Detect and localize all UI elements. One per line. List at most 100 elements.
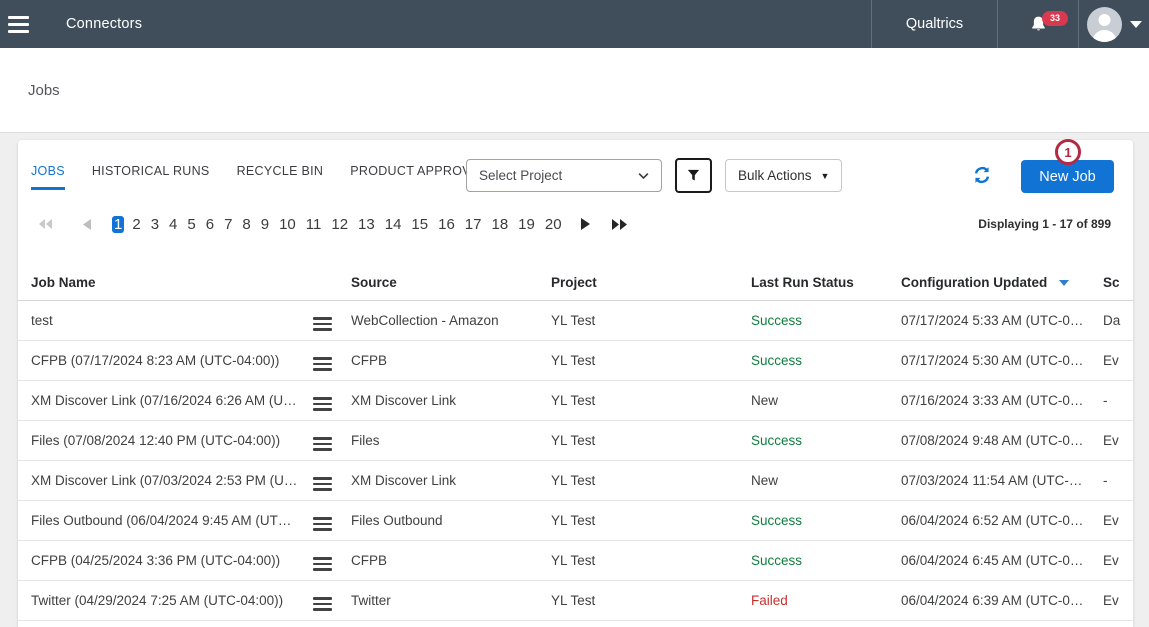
- menu-icon: [311, 554, 334, 574]
- row-menu-button[interactable]: [311, 308, 351, 334]
- filter-button[interactable]: [675, 158, 712, 193]
- job-source: WebCollection - Amazon: [351, 313, 551, 328]
- app-title: Connectors: [66, 16, 142, 32]
- job-project: YL Test: [551, 593, 751, 608]
- table-row[interactable]: Files Outbound (06/04/2024 9:45 AM (UT… …: [18, 501, 1133, 541]
- job-schedule: -: [1103, 393, 1133, 408]
- tab-jobs[interactable]: JOBS: [31, 164, 65, 190]
- table-row[interactable]: Files (07/08/2024 12:40 PM (UTC-04:00)) …: [18, 421, 1133, 461]
- row-menu-button[interactable]: [311, 548, 351, 574]
- column-header-configuration-updated[interactable]: Configuration Updated: [901, 275, 1103, 290]
- job-schedule: Ev: [1103, 513, 1133, 528]
- jobs-card: JOBSHISTORICAL RUNSRECYCLE BINPRODUCT AP…: [18, 140, 1133, 627]
- job-name: Twitter (04/29/2024 7:25 AM (UTC-04:00)): [31, 593, 311, 608]
- pagination-page-7[interactable]: 7: [222, 216, 234, 233]
- notifications-button[interactable]: 33: [997, 0, 1078, 48]
- pagination-page-13[interactable]: 13: [356, 216, 377, 233]
- pagination-prev-button[interactable]: [79, 215, 95, 234]
- pagination-page-2[interactable]: 2: [130, 216, 142, 233]
- job-source: CFPB: [351, 553, 551, 568]
- job-last-run-status: Success: [751, 433, 901, 448]
- table-row[interactable]: XM Discover Link (07/16/2024 6:26 AM (U……: [18, 381, 1133, 421]
- menu-icon: [311, 514, 334, 534]
- job-name: XM Discover Link (07/03/2024 2:53 PM (U…: [31, 473, 311, 488]
- project-select[interactable]: Select Project: [466, 159, 662, 192]
- pagination-page-11[interactable]: 11: [304, 216, 324, 233]
- table-row[interactable]: CFPB (07/17/2024 8:23 AM (UTC-04:00)) CF…: [18, 341, 1133, 381]
- caret-down-icon: ▼: [821, 171, 830, 181]
- table-row[interactable]: XM Discover Link (07/03/2024 2:53 PM (U……: [18, 461, 1133, 501]
- job-schedule: Ev: [1103, 593, 1133, 608]
- pagination-page-20[interactable]: 20: [543, 216, 564, 233]
- job-name: Files (07/08/2024 12:40 PM (UTC-04:00)): [31, 433, 311, 448]
- refresh-button[interactable]: [973, 166, 991, 184]
- pagination: 1234567891011121314151617181920 Displayi…: [18, 209, 1133, 239]
- job-source: Twitter: [351, 593, 551, 608]
- hamburger-menu-icon[interactable]: [0, 0, 48, 48]
- chevron-down-icon: [1130, 21, 1142, 28]
- row-menu-button[interactable]: [311, 388, 351, 414]
- bulk-actions-label: Bulk Actions: [738, 168, 812, 183]
- column-header-project[interactable]: Project: [551, 275, 751, 290]
- pagination-page-8[interactable]: 8: [240, 216, 252, 233]
- pagination-page-6[interactable]: 6: [204, 216, 216, 233]
- pagination-page-12[interactable]: 12: [329, 216, 350, 233]
- table-row[interactable]: test WebCollection - Amazon YL Test Succ…: [18, 301, 1133, 341]
- job-configuration-updated: 06/04/2024 6:52 AM (UTC-0…: [901, 513, 1103, 528]
- pagination-first-button[interactable]: [35, 215, 57, 233]
- row-menu-button[interactable]: [311, 508, 351, 534]
- row-menu-button[interactable]: [311, 588, 351, 614]
- pagination-page-17[interactable]: 17: [463, 216, 484, 233]
- brand-menu[interactable]: Qualtrics: [871, 0, 997, 48]
- job-project: YL Test: [551, 313, 751, 328]
- funnel-icon: [685, 167, 702, 184]
- row-menu-button[interactable]: [311, 428, 351, 454]
- row-menu-button[interactable]: [311, 348, 351, 374]
- menu-icon: [311, 594, 334, 614]
- avatar: [1087, 7, 1122, 42]
- table-body: test WebCollection - Amazon YL Test Succ…: [18, 301, 1133, 621]
- job-name: CFPB (07/17/2024 8:23 AM (UTC-04:00)): [31, 353, 311, 368]
- tab-historical-runs[interactable]: HISTORICAL RUNS: [92, 164, 210, 190]
- pagination-page-4[interactable]: 4: [167, 216, 179, 233]
- tab-recycle-bin[interactable]: RECYCLE BIN: [237, 164, 324, 190]
- job-configuration-updated: 06/04/2024 6:39 AM (UTC-0…: [901, 593, 1103, 608]
- job-schedule: Ev: [1103, 553, 1133, 568]
- row-menu-button[interactable]: [311, 468, 351, 494]
- table-row[interactable]: Twitter (04/29/2024 7:25 AM (UTC-04:00))…: [18, 581, 1133, 621]
- pagination-next-button[interactable]: [577, 214, 594, 234]
- job-configuration-updated: 07/03/2024 11:54 AM (UTC-…: [901, 473, 1103, 488]
- bulk-actions-button[interactable]: Bulk Actions ▼: [725, 159, 842, 192]
- pagination-page-5[interactable]: 5: [185, 216, 197, 233]
- column-header-last-run-status[interactable]: Last Run Status: [751, 275, 901, 290]
- job-schedule: Ev: [1103, 433, 1133, 448]
- chevron-down-icon: [636, 168, 651, 183]
- pagination-page-19[interactable]: 19: [516, 216, 537, 233]
- job-configuration-updated: 07/08/2024 9:48 AM (UTC-0…: [901, 433, 1103, 448]
- job-source: XM Discover Link: [351, 393, 551, 408]
- menu-icon: [311, 314, 334, 334]
- pagination-page-1[interactable]: 1: [112, 216, 124, 233]
- pagination-page-3[interactable]: 3: [149, 216, 161, 233]
- user-menu[interactable]: [1078, 0, 1149, 48]
- pagination-page-18[interactable]: 18: [489, 216, 510, 233]
- job-project: YL Test: [551, 553, 751, 568]
- pagination-page-16[interactable]: 16: [436, 216, 457, 233]
- column-header-schedule[interactable]: Sc: [1103, 275, 1133, 290]
- job-schedule: Ev: [1103, 353, 1133, 368]
- table-row[interactable]: CFPB (04/25/2024 3:36 PM (UTC-04:00)) CF…: [18, 541, 1133, 581]
- job-last-run-status: Success: [751, 513, 901, 528]
- job-project: YL Test: [551, 513, 751, 528]
- pagination-page-9[interactable]: 9: [259, 216, 271, 233]
- job-name: Files Outbound (06/04/2024 9:45 AM (UT…: [31, 513, 311, 528]
- job-configuration-updated: 07/17/2024 5:30 AM (UTC-0…: [901, 353, 1103, 368]
- annotation-step-1: 1: [1055, 139, 1081, 165]
- sort-desc-icon: [1059, 280, 1069, 286]
- pagination-page-15[interactable]: 15: [409, 216, 430, 233]
- column-header-job-name[interactable]: Job Name: [31, 275, 351, 290]
- pagination-last-button[interactable]: [608, 215, 631, 234]
- job-last-run-status: New: [751, 393, 901, 408]
- pagination-page-14[interactable]: 14: [383, 216, 404, 233]
- pagination-page-10[interactable]: 10: [277, 216, 298, 233]
- column-header-source[interactable]: Source: [351, 275, 551, 290]
